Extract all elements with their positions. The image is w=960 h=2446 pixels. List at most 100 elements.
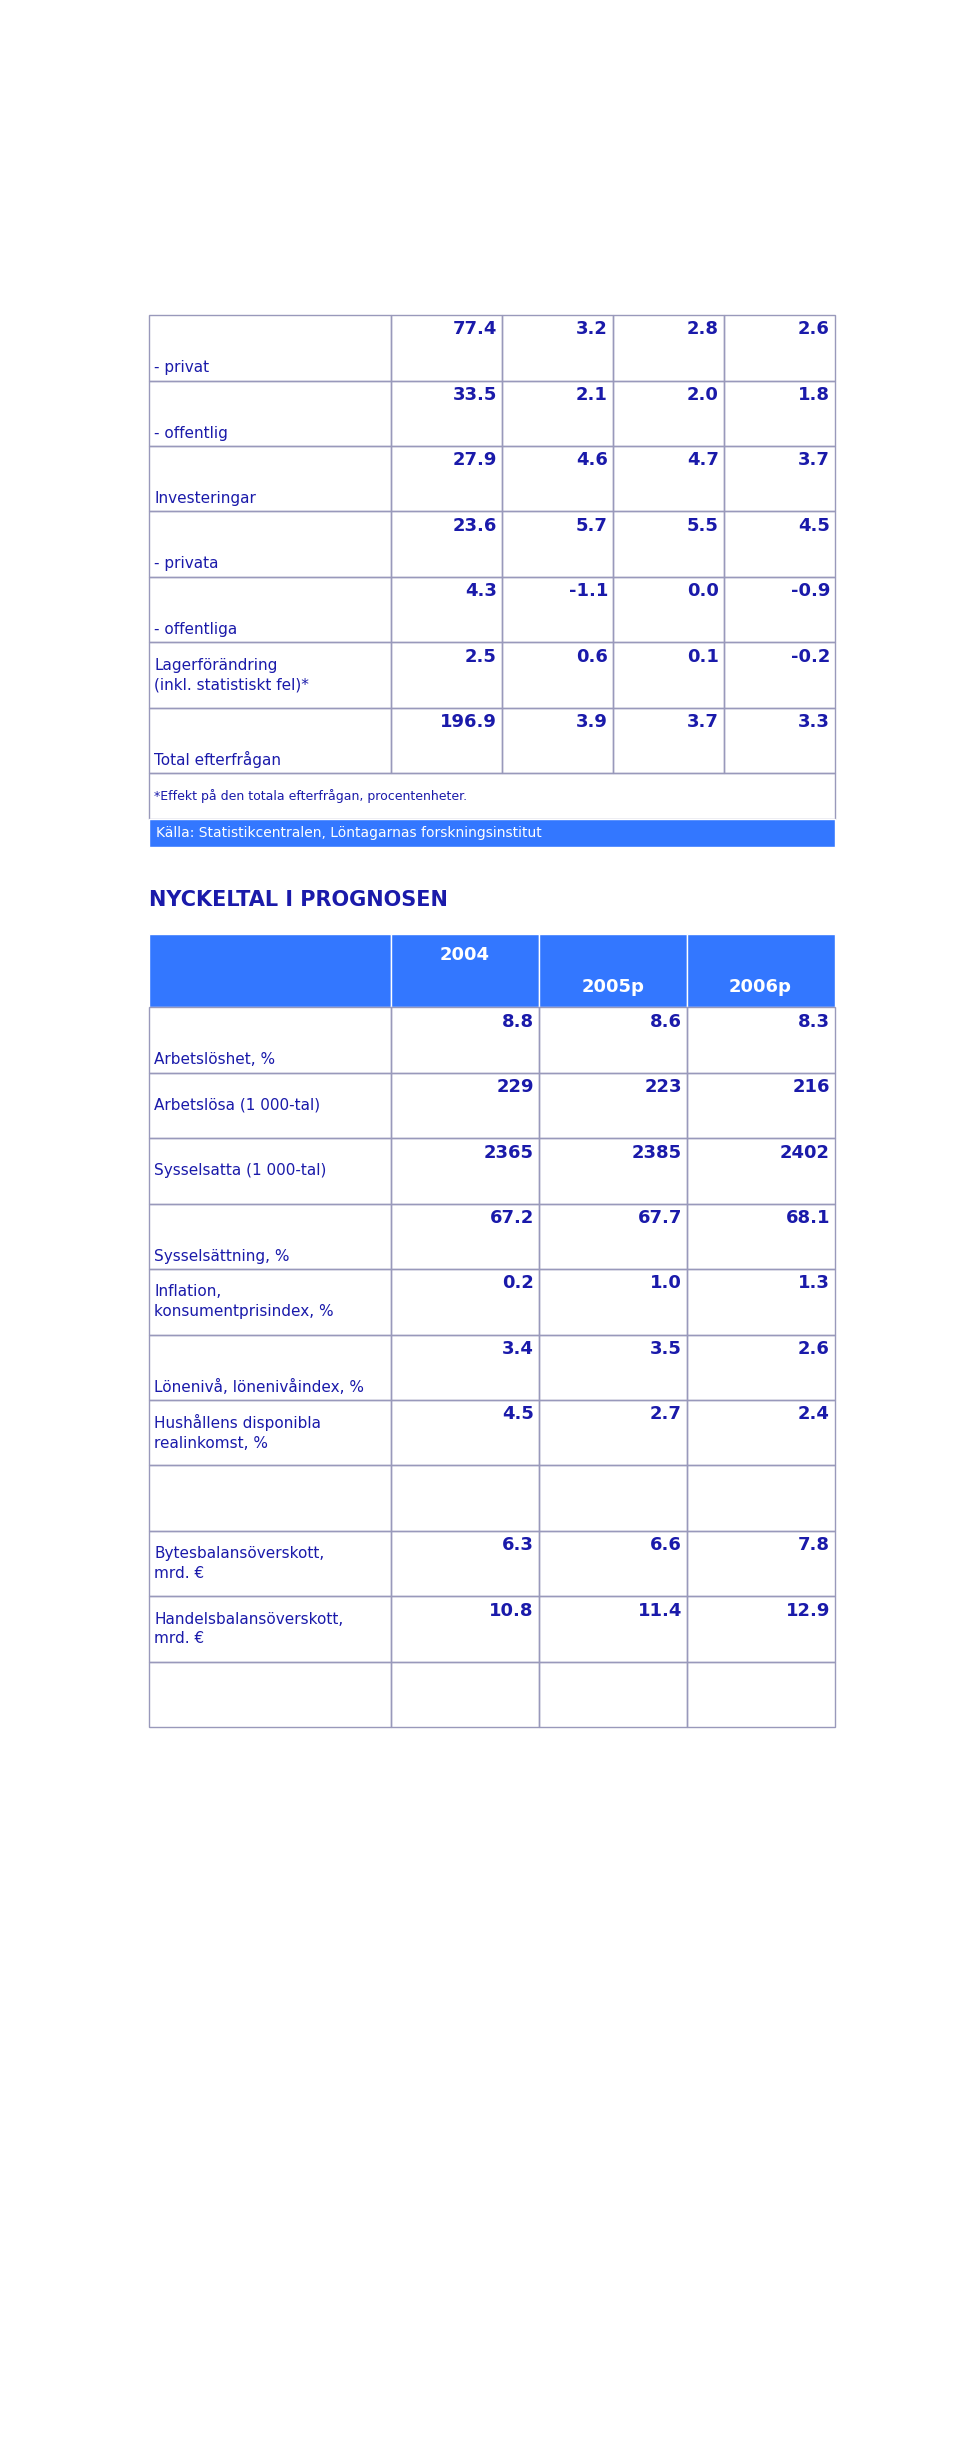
Text: 33.5: 33.5 — [452, 386, 497, 404]
Text: -0.2: -0.2 — [790, 648, 829, 665]
Text: 4.5: 4.5 — [798, 516, 829, 536]
Bar — [150, 1465, 391, 1531]
Bar — [150, 934, 391, 1008]
Bar — [724, 577, 834, 643]
Bar — [612, 707, 724, 773]
Bar — [612, 382, 724, 445]
Bar — [686, 1465, 834, 1531]
Text: Lönenivå, lönenivåindex, %: Lönenivå, lönenivåindex, % — [155, 1380, 364, 1394]
Text: 3.2: 3.2 — [576, 320, 608, 338]
Text: 1.3: 1.3 — [798, 1274, 829, 1291]
Bar — [539, 1269, 686, 1336]
Bar — [150, 316, 391, 382]
Text: 223: 223 — [644, 1079, 682, 1096]
Bar — [724, 445, 834, 511]
Bar — [150, 1137, 391, 1203]
Bar — [612, 643, 724, 707]
Text: 77.4: 77.4 — [452, 320, 497, 338]
Bar — [501, 707, 612, 773]
Bar — [391, 445, 501, 511]
Bar — [686, 1269, 834, 1336]
Text: 6.3: 6.3 — [502, 1536, 534, 1553]
Text: Arbetslösa (1 000-tal): Arbetslösa (1 000-tal) — [155, 1098, 321, 1113]
Text: 2.5: 2.5 — [465, 648, 497, 665]
Text: Total efterfrågan: Total efterfrågan — [155, 751, 281, 768]
Text: 3.7: 3.7 — [798, 453, 829, 470]
Bar — [150, 1399, 391, 1465]
Bar — [724, 316, 834, 382]
Text: 2.6: 2.6 — [798, 1340, 829, 1358]
Bar — [686, 1531, 834, 1597]
Bar — [391, 1269, 539, 1336]
Text: 3.4: 3.4 — [502, 1340, 534, 1358]
Bar — [391, 1531, 539, 1597]
Bar — [150, 1336, 391, 1399]
Bar — [391, 707, 501, 773]
Bar — [391, 382, 501, 445]
Text: 10.8: 10.8 — [490, 1602, 534, 1619]
Text: 3.7: 3.7 — [687, 714, 719, 731]
Text: Sysselsatta (1 000-tal): Sysselsatta (1 000-tal) — [155, 1164, 326, 1179]
Text: Hushållens disponibla
realinkomst, %: Hushållens disponibla realinkomst, % — [155, 1414, 321, 1450]
Bar — [501, 643, 612, 707]
Bar — [501, 577, 612, 643]
Bar — [686, 1336, 834, 1399]
Bar — [150, 707, 391, 773]
Bar — [539, 1203, 686, 1269]
Text: Sysselsättning, %: Sysselsättning, % — [155, 1250, 290, 1265]
Text: Investeringar: Investeringar — [155, 492, 256, 506]
Text: 23.6: 23.6 — [452, 516, 497, 536]
Bar — [612, 577, 724, 643]
Text: 2.1: 2.1 — [576, 386, 608, 404]
Text: 2005p: 2005p — [581, 978, 644, 996]
Bar — [686, 934, 834, 1008]
Bar — [724, 643, 834, 707]
Bar — [391, 1137, 539, 1203]
Bar — [724, 511, 834, 577]
Bar — [686, 1661, 834, 1727]
Text: 2.4: 2.4 — [798, 1406, 829, 1424]
Bar — [391, 1465, 539, 1531]
Bar — [150, 773, 834, 819]
Bar — [686, 1399, 834, 1465]
Text: 67.7: 67.7 — [637, 1208, 682, 1228]
Text: Lagerförändring
(inkl. statistiskt fel)*: Lagerförändring (inkl. statistiskt fel)* — [155, 658, 309, 692]
Text: 5.7: 5.7 — [576, 516, 608, 536]
Bar — [539, 1008, 686, 1074]
Text: 4.3: 4.3 — [465, 582, 497, 599]
Text: -1.1: -1.1 — [568, 582, 608, 599]
Text: Inflation,
konsumentprisindex, %: Inflation, konsumentprisindex, % — [155, 1284, 334, 1318]
Bar — [150, 1203, 391, 1269]
Text: -0.9: -0.9 — [790, 582, 829, 599]
Text: 0.2: 0.2 — [502, 1274, 534, 1291]
Text: 2402: 2402 — [780, 1145, 829, 1162]
Bar — [391, 1074, 539, 1137]
Text: 6.6: 6.6 — [650, 1536, 682, 1553]
Text: 2.8: 2.8 — [687, 320, 719, 338]
Bar — [539, 1597, 686, 1661]
Text: 12.9: 12.9 — [785, 1602, 829, 1619]
Bar — [539, 1661, 686, 1727]
Bar — [539, 1531, 686, 1597]
Bar — [686, 1074, 834, 1137]
Bar — [501, 445, 612, 511]
Text: 4.5: 4.5 — [502, 1406, 534, 1424]
Text: 67.2: 67.2 — [490, 1208, 534, 1228]
Bar — [724, 707, 834, 773]
Bar — [150, 643, 391, 707]
Text: 229: 229 — [496, 1079, 534, 1096]
Bar — [539, 1074, 686, 1137]
Text: 11.4: 11.4 — [637, 1602, 682, 1619]
Bar — [391, 1597, 539, 1661]
Bar — [150, 1531, 391, 1597]
Bar — [150, 382, 391, 445]
Bar — [391, 1336, 539, 1399]
Text: - offentliga: - offentliga — [155, 621, 237, 636]
Bar — [391, 934, 539, 1008]
Bar — [150, 445, 391, 511]
Text: 1.0: 1.0 — [650, 1274, 682, 1291]
Bar — [612, 316, 724, 382]
Bar — [391, 316, 501, 382]
Text: 2.7: 2.7 — [650, 1406, 682, 1424]
Bar — [686, 1203, 834, 1269]
